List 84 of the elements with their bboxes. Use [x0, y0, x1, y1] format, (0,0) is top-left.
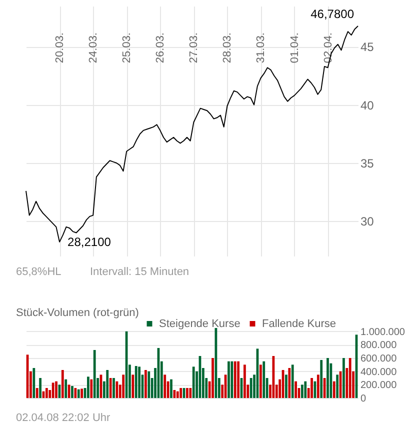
bar: [212, 358, 214, 398]
text: Intervall: 15 Minuten: [90, 266, 190, 278]
y-tick-label: 45: [360, 40, 374, 54]
bar: [250, 378, 252, 398]
bar: [116, 381, 118, 398]
bar: [90, 379, 93, 398]
bar: [336, 374, 339, 398]
bar: [36, 388, 38, 398]
text: 65,8%HL: [16, 266, 62, 278]
bar: [71, 386, 74, 398]
x-tick-label: 26.03.: [154, 32, 167, 64]
bar: [300, 384, 304, 398]
bar: [288, 368, 291, 398]
bar: [164, 374, 166, 398]
bar: [294, 381, 297, 398]
y-tick-label: 30: [360, 214, 374, 229]
bar: [39, 378, 42, 398]
bar: [61, 370, 64, 398]
bar: [259, 364, 262, 398]
bar: [80, 388, 84, 398]
y-tick-label: 400.000: [360, 366, 398, 378]
legend-label: Fallende Kurse: [262, 318, 336, 330]
y-tick-label: 200.000: [360, 380, 398, 392]
x-tick-label: 25.03.: [121, 32, 134, 64]
bar: [170, 379, 172, 398]
bar: [180, 388, 182, 398]
y-tick-label: 1.000.000: [360, 326, 406, 338]
bar: [45, 388, 48, 398]
x-tick-label: 24.03.: [88, 32, 100, 64]
bar: [32, 368, 36, 398]
bar: [144, 370, 147, 398]
bar: [112, 378, 115, 398]
y-tick-label: 800.000: [360, 340, 398, 352]
legend-label: Steigende Kurse: [159, 318, 240, 330]
bar: [332, 381, 336, 398]
bar: [138, 366, 140, 398]
bar: [291, 364, 294, 398]
x-tick-label: 27.03.: [188, 32, 200, 64]
bar: [87, 376, 90, 398]
x-tick-label: 01.04.: [288, 32, 301, 64]
bar: [186, 388, 188, 398]
y-tick-label: 40: [360, 98, 374, 112]
bar: [310, 378, 313, 398]
y-tick-label: 600.000: [360, 354, 398, 364]
bar: [348, 358, 352, 398]
bar: [320, 360, 323, 398]
bar: [77, 389, 80, 398]
y-tick-label: 0: [360, 394, 366, 404]
bar: [55, 381, 58, 398]
annotation: 28,2100: [68, 234, 112, 249]
bar: [192, 366, 195, 398]
bar: [342, 358, 345, 398]
bar: [74, 388, 77, 398]
bar: [234, 361, 236, 398]
bar: [93, 350, 96, 398]
bar: [176, 391, 179, 398]
bar: [237, 361, 240, 398]
bar: [132, 374, 134, 398]
x-tick-label: 20.03.: [54, 32, 66, 64]
bar: [244, 364, 246, 398]
bar: [326, 358, 329, 398]
bar: [173, 390, 176, 398]
x-tick-label: 02.04.: [322, 32, 334, 64]
chart-title: Stück-Volumen (rot-grün): [16, 307, 139, 319]
bar: [285, 374, 288, 398]
bar: [122, 374, 125, 398]
bar: [52, 382, 54, 398]
bar: [304, 381, 307, 398]
bar: [272, 356, 275, 398]
annotation: 46,7800: [310, 7, 354, 21]
x-tick-label: 31.03.: [255, 32, 268, 64]
bar: [228, 361, 230, 398]
x-tick-label: 28.03.: [222, 32, 234, 64]
bar: [109, 378, 112, 398]
bar: [189, 388, 192, 398]
bar: [106, 370, 109, 398]
bar: [230, 361, 234, 398]
bar: [316, 374, 320, 398]
text: 02.04.08 22:02 Uhr: [16, 412, 111, 424]
bar: [64, 379, 68, 398]
bar: [148, 371, 150, 398]
y-tick-label: 35: [360, 156, 374, 170]
bar: [262, 361, 266, 398]
bar: [134, 366, 138, 398]
